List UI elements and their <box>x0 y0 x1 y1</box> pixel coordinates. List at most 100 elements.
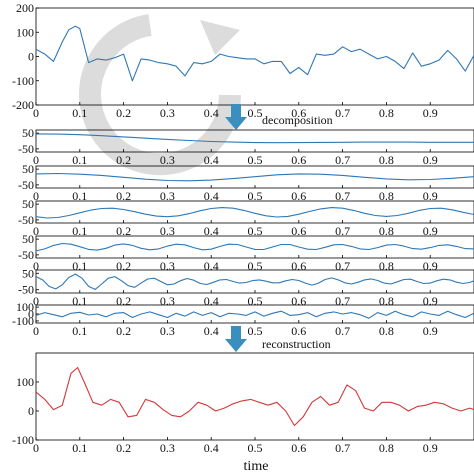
x-tick-label: 0.4 <box>204 189 219 203</box>
y-tick-label: 50 <box>22 162 34 176</box>
x-tick-label: 0.8 <box>379 153 394 167</box>
x-tick-label: 0.9 <box>423 153 438 167</box>
panel-original-signal: 0 0.1 0.2 0.3 0.4 0.5 0.6 0.7 0.8 0.9 200 100 0 -100 -… <box>12 1 474 120</box>
series-line-component-2 <box>35 172 474 182</box>
x-tick-label: 0.9 <box>423 224 438 238</box>
x-tick-label: 0.5 <box>248 153 263 167</box>
panel-component-5: 0 0.1 0.2 0.3 0.4 0.5 0.6 0.7 0.8 0.950-50 <box>18 266 474 308</box>
series-line-component-4 <box>35 242 474 252</box>
x-tick-label: 0.5 <box>248 106 263 120</box>
x-tick-label: 0.4 <box>204 324 219 338</box>
y-ticks: 50-50 <box>18 162 39 192</box>
x-tick-label: 0.2 <box>116 153 131 167</box>
x-tick-label: 0 <box>33 106 39 120</box>
y-tick-label: 0 <box>28 404 34 418</box>
decomposition-arrow-icon <box>225 104 247 130</box>
x-tick-label: 0.6 <box>291 153 306 167</box>
series-line-component-6 <box>35 310 474 319</box>
panel-component-4: 0 0.1 0.2 0.3 0.4 0.5 0.6 0.7 0.8 0.950-50 <box>18 232 474 273</box>
y-tick-label: -50 <box>18 213 34 227</box>
x-tick-label: 0.2 <box>116 106 131 120</box>
x-tick-label: 0.1 <box>72 153 87 167</box>
x-ticks: 0 0.1 0.2 0.3 0.4 0.5 0.6 0.7 0.8 0.9 <box>33 149 438 167</box>
x-tick-label: 0.8 <box>379 189 394 203</box>
x-tick-label: 0.5 <box>248 294 263 308</box>
x-tick-label: 0 <box>33 259 39 273</box>
x-tick-label: 0.5 <box>248 324 263 338</box>
x-tick-label: 0.4 <box>204 259 219 273</box>
x-tick-label: 0.2 <box>116 259 131 273</box>
panels: 0 0.1 0.2 0.3 0.4 0.5 0.6 0.7 0.8 0.92001000-100-… <box>12 1 474 455</box>
y-ticks: 200 100 0 -100 -200 <box>12 1 39 112</box>
y-tick-label: -50 <box>18 248 34 262</box>
x-tick-label: 0.4 <box>204 106 219 120</box>
panel-component-2: 0 0.1 0.2 0.3 0.4 0.5 0.6 0.7 0.8 0.950-50 <box>18 162 474 203</box>
x-tick-label: 0.4 <box>204 224 219 238</box>
x-tick-label: 0.7 <box>335 224 350 238</box>
x-tick-label: 0.7 <box>335 294 350 308</box>
x-tick-label: 0.3 <box>160 189 175 203</box>
x-tick-label: 0.3 <box>160 224 175 238</box>
x-tick-label: 0.9 <box>423 441 438 455</box>
y-tick-label: -100 <box>12 433 34 447</box>
y-tick-label: -50 <box>18 283 34 297</box>
circular-arrow-watermark-icon <box>79 14 241 176</box>
x-tick-label: 0.5 <box>248 259 263 273</box>
x-tick-label: 0.8 <box>379 224 394 238</box>
y-tick-label: 0 <box>28 50 34 64</box>
y-tick-label: -50 <box>18 142 34 156</box>
y-tick-label: -50 <box>18 178 34 192</box>
x-tick-label: 0.3 <box>160 441 175 455</box>
x-tick-label: 0 <box>33 441 39 455</box>
y-tick-label: 100 <box>16 300 34 314</box>
panel-component-1: 0 0.1 0.2 0.3 0.4 0.5 0.6 0.7 0.8 0.950-50 <box>18 126 474 167</box>
x-axis-label: time <box>244 459 269 474</box>
y-ticks: 50-50 <box>18 197 39 227</box>
x-tick-label: 0.9 <box>423 106 438 120</box>
x-tick-label: 0.7 <box>335 259 350 273</box>
x-tick-label: 0.6 <box>291 324 306 338</box>
y-tick-label: 0 <box>28 307 34 321</box>
y-ticks: 50-50 <box>18 232 39 262</box>
x-tick-label: 0.4 <box>204 153 219 167</box>
x-tick-label: 0.8 <box>379 294 394 308</box>
x-tick-label: 0.6 <box>291 259 306 273</box>
x-tick-label: 0.1 <box>72 324 87 338</box>
x-tick-label: 0.3 <box>160 153 175 167</box>
series-line-component-1 <box>35 133 474 144</box>
x-tick-label: 0.1 <box>72 106 87 120</box>
x-tick-label: 0.3 <box>160 294 175 308</box>
x-tick-label: 0.7 <box>335 189 350 203</box>
series-line-reconstruction <box>35 366 474 427</box>
decomposition-label: decomposition <box>262 113 333 127</box>
x-tick-label: 0.6 <box>291 224 306 238</box>
y-ticks: 50-50 <box>18 266 39 297</box>
x-tick-label: 0.8 <box>379 259 394 273</box>
x-tick-label: 0.1 <box>72 294 87 308</box>
x-tick-label: 0.8 <box>379 441 394 455</box>
x-tick-label: 0.3 <box>160 106 175 120</box>
x-tick-label: 0.7 <box>335 441 350 455</box>
x-ticks: 0 0.1 0.2 0.3 0.4 0.5 0.6 0.7 0.8 0.9 <box>33 102 438 120</box>
x-ticks: 0 0.1 0.2 0.3 0.4 0.5 0.6 0.7 0.8 0.9 <box>33 320 438 338</box>
y-tick-label: 50 <box>22 126 34 140</box>
axes-box <box>35 200 474 224</box>
x-tick-label: 0.3 <box>160 259 175 273</box>
x-tick-label: 0.1 <box>72 189 87 203</box>
x-tick-label: 0.5 <box>248 189 263 203</box>
x-tick-label: 0.7 <box>335 153 350 167</box>
x-ticks: 0 0.1 0.2 0.3 0.4 0.5 0.6 0.7 0.8 0.9 <box>33 255 438 273</box>
y-tick-label: -100 <box>12 314 34 328</box>
axes-box <box>35 269 474 294</box>
axes-box <box>35 352 474 441</box>
x-tick-label: 0 <box>33 324 39 338</box>
x-tick-label: 0 <box>33 294 39 308</box>
x-tick-label: 0.6 <box>291 294 306 308</box>
x-tick-label: 0.6 <box>291 189 306 203</box>
x-tick-label: 0.9 <box>423 294 438 308</box>
y-tick-label: -200 <box>12 98 34 112</box>
series-line-component-3 <box>35 207 474 219</box>
y-tick-label: 50 <box>22 266 34 280</box>
